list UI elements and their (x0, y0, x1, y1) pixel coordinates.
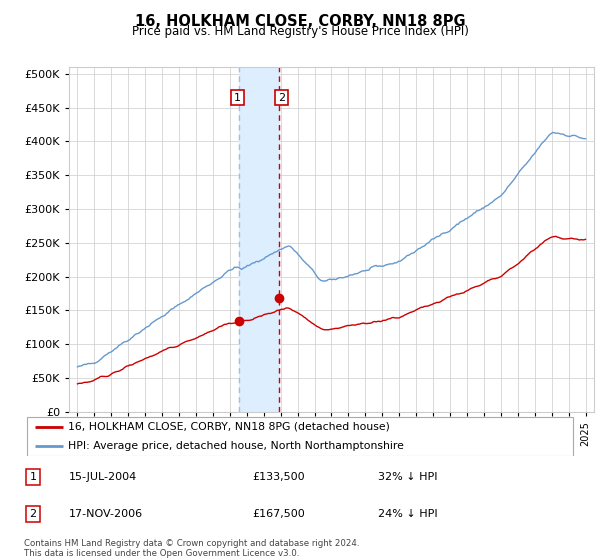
Text: 2: 2 (278, 92, 285, 102)
Text: 24% ↓ HPI: 24% ↓ HPI (378, 509, 437, 519)
Text: HPI: Average price, detached house, North Northamptonshire: HPI: Average price, detached house, Nort… (68, 441, 404, 451)
Text: Price paid vs. HM Land Registry's House Price Index (HPI): Price paid vs. HM Land Registry's House … (131, 25, 469, 38)
Text: 16, HOLKHAM CLOSE, CORBY, NN18 8PG (detached house): 16, HOLKHAM CLOSE, CORBY, NN18 8PG (deta… (68, 422, 390, 432)
Text: 1: 1 (234, 92, 241, 102)
Text: 2: 2 (29, 509, 37, 519)
Bar (239, 67, 278, 412)
Text: Contains HM Land Registry data © Crown copyright and database right 2024.
This d: Contains HM Land Registry data © Crown c… (24, 539, 359, 558)
Text: 17-NOV-2006: 17-NOV-2006 (69, 509, 143, 519)
Text: 16, HOLKHAM CLOSE, CORBY, NN18 8PG: 16, HOLKHAM CLOSE, CORBY, NN18 8PG (134, 14, 466, 29)
Text: 1: 1 (29, 472, 37, 482)
Text: 32% ↓ HPI: 32% ↓ HPI (378, 472, 437, 482)
FancyBboxPatch shape (27, 417, 573, 456)
Text: 15-JUL-2004: 15-JUL-2004 (69, 472, 137, 482)
Text: £167,500: £167,500 (252, 509, 305, 519)
Text: £133,500: £133,500 (252, 472, 305, 482)
